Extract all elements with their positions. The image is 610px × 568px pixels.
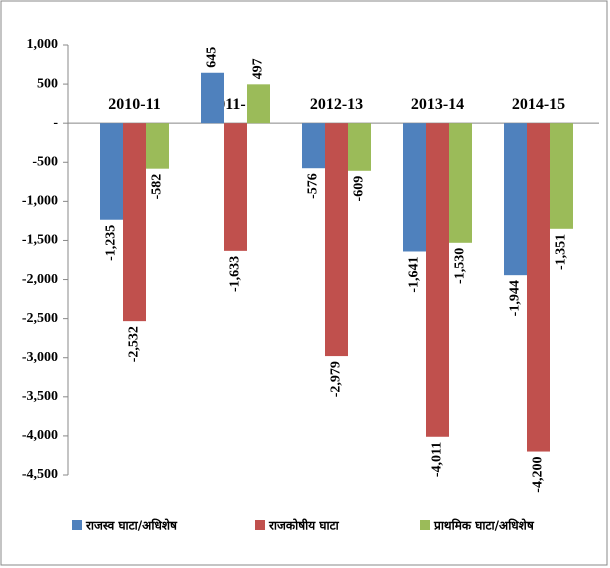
y-tick-label: -4,500 xyxy=(22,467,58,482)
value-label: 645 xyxy=(205,47,220,68)
value-label: -582 xyxy=(150,174,165,200)
value-label: -576 xyxy=(306,173,321,199)
value-label: -4,011 xyxy=(430,442,445,477)
y-tick-label: 1,000 xyxy=(27,37,59,52)
value-label: -1,641 xyxy=(407,256,422,292)
category-label: 2013-14 xyxy=(411,96,464,113)
y-tick-label: -3,500 xyxy=(22,389,58,404)
bar xyxy=(550,123,573,229)
legend-swatch xyxy=(420,520,430,530)
bar xyxy=(449,123,472,243)
value-label: 497 xyxy=(251,58,266,79)
bar xyxy=(403,123,426,252)
y-tick-label: 500 xyxy=(37,76,58,91)
value-label: -1,351 xyxy=(554,234,569,270)
value-label: -4,200 xyxy=(531,457,546,493)
bar xyxy=(426,123,449,437)
bar xyxy=(325,123,348,357)
value-label: -2,979 xyxy=(329,361,344,397)
y-tick-label: -4,000 xyxy=(22,428,58,443)
value-label: -609 xyxy=(352,176,367,202)
bar xyxy=(527,123,550,452)
value-label: -1,944 xyxy=(508,280,523,316)
bar xyxy=(504,123,527,276)
legend-label: राजकोषीय घाटा xyxy=(268,519,340,533)
value-label: -1,633 xyxy=(228,256,243,292)
bar xyxy=(224,123,247,251)
y-tick-label: -2,500 xyxy=(22,311,58,326)
category-label: 2012-13 xyxy=(310,96,363,113)
value-label: -1,530 xyxy=(453,248,468,284)
legend-label: राजस्व घाटा/अधिशेष xyxy=(85,519,178,533)
category-label: 2014-15 xyxy=(512,96,565,113)
y-tick-label: -2,000 xyxy=(22,272,58,287)
y-tick-label: - xyxy=(53,115,58,130)
bar xyxy=(201,72,224,124)
legend-label: प्राथमिक घाटा/अधिशेष xyxy=(433,519,535,533)
legend-swatch xyxy=(72,520,82,530)
bar xyxy=(302,123,325,169)
category-label: 2010-11 xyxy=(108,96,160,113)
bar xyxy=(100,123,123,220)
bar xyxy=(146,123,169,169)
y-tick-label: -1,000 xyxy=(22,194,58,209)
y-tick-label: -500 xyxy=(32,154,58,169)
bar xyxy=(348,123,371,171)
value-label: -2,532 xyxy=(127,326,142,362)
legend-swatch xyxy=(255,520,265,530)
y-tick-label: -1,500 xyxy=(22,233,58,248)
value-label: -1,235 xyxy=(104,225,119,261)
y-tick-label: -3,000 xyxy=(22,350,58,365)
bar xyxy=(247,84,270,124)
bar xyxy=(123,123,146,322)
